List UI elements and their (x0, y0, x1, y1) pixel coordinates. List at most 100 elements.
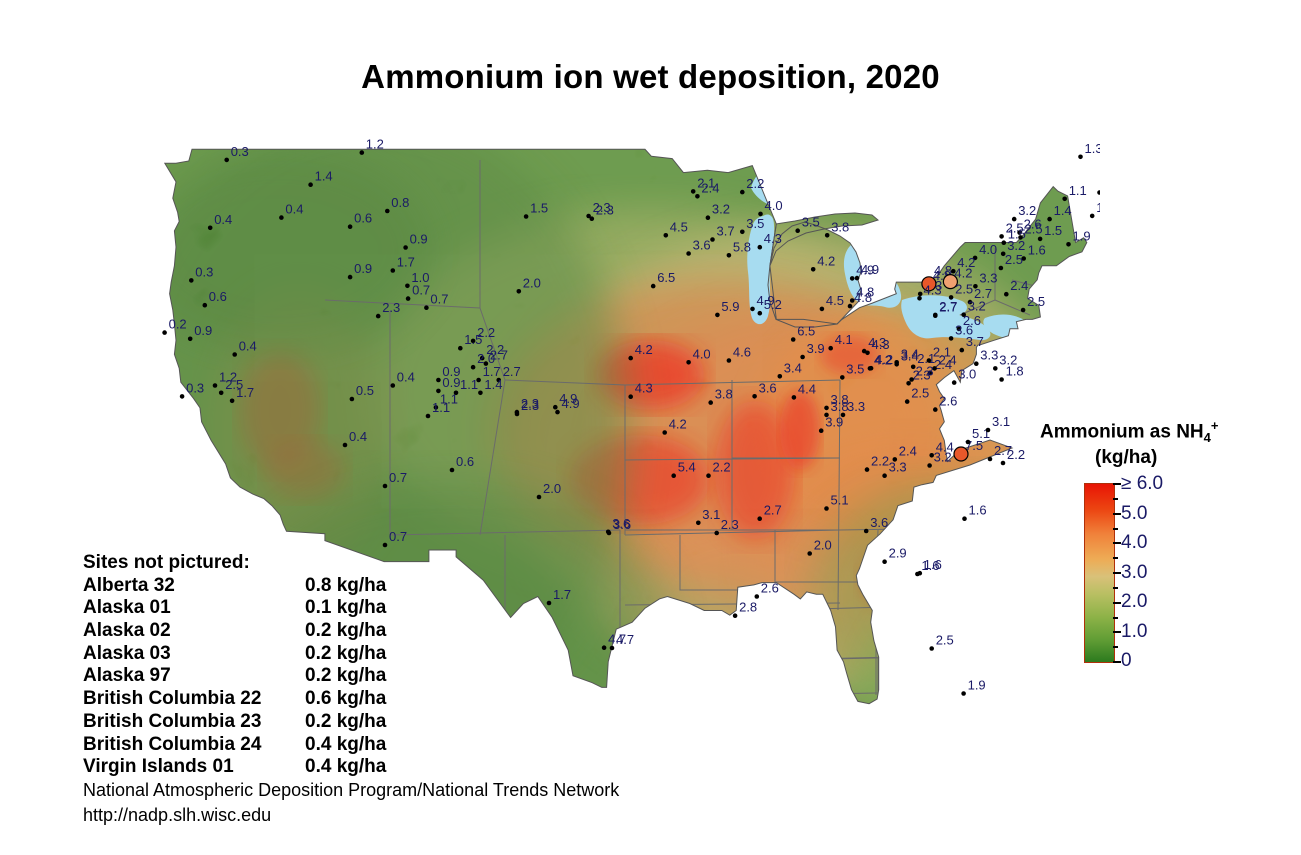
svg-text:2.5: 2.5 (1027, 294, 1045, 309)
svg-text:0.6: 0.6 (354, 211, 372, 226)
svg-text:4.7: 4.7 (616, 632, 634, 647)
svg-text:2.5: 2.5 (955, 281, 973, 296)
svg-text:3.3: 3.3 (847, 399, 865, 414)
svg-text:0.8: 0.8 (391, 195, 409, 210)
svg-text:0.7: 0.7 (389, 529, 407, 544)
svg-text:1.5: 1.5 (464, 332, 482, 347)
svg-text:3.4: 3.4 (784, 360, 802, 375)
svg-text:3.5: 3.5 (846, 361, 864, 376)
svg-text:4.9: 4.9 (559, 391, 577, 406)
svg-text:3.6: 3.6 (759, 380, 777, 395)
svg-text:0.3: 0.3 (195, 264, 213, 279)
svg-text:0.2: 0.2 (169, 317, 187, 332)
svg-text:0.9: 0.9 (442, 375, 460, 390)
svg-text:1.1: 1.1 (460, 377, 478, 392)
svg-text:3.8: 3.8 (831, 219, 849, 234)
svg-text:3.5: 3.5 (802, 215, 820, 230)
svg-text:1.4: 1.4 (315, 169, 333, 184)
svg-text:0.4: 0.4 (285, 202, 303, 217)
svg-text:4.5: 4.5 (826, 293, 844, 308)
svg-text:3.6: 3.6 (870, 515, 888, 530)
svg-text:1.1: 1.1 (1069, 183, 1087, 198)
svg-text:4.3: 4.3 (924, 282, 942, 297)
svg-text:4.1: 4.1 (835, 332, 853, 347)
svg-text:0.9: 0.9 (410, 232, 428, 247)
svg-text:4.9: 4.9 (856, 262, 874, 277)
svg-text:4.2: 4.2 (874, 352, 892, 367)
svg-text:3.9: 3.9 (807, 341, 825, 356)
svg-text:4.0: 4.0 (765, 198, 783, 213)
svg-text:1.2: 1.2 (366, 137, 384, 152)
svg-text:1.7: 1.7 (236, 385, 254, 400)
svg-text:2.4: 2.4 (899, 443, 917, 458)
svg-text:2.6: 2.6 (761, 581, 779, 596)
svg-text:1.8: 1.8 (1006, 364, 1024, 379)
svg-text:2.4: 2.4 (1010, 278, 1028, 293)
svg-text:6.5: 6.5 (797, 324, 815, 339)
svg-text:1.1: 1.1 (432, 400, 450, 415)
svg-text:5.8: 5.8 (733, 239, 751, 254)
svg-text:0.3: 0.3 (186, 380, 204, 395)
svg-text:3.3: 3.3 (980, 348, 998, 363)
svg-text:2.9: 2.9 (889, 546, 907, 561)
svg-text:2.3: 2.3 (521, 398, 539, 413)
svg-text:3.0: 3.0 (958, 367, 976, 382)
svg-text:3.3: 3.3 (979, 270, 997, 285)
svg-text:1.4: 1.4 (1054, 203, 1072, 218)
svg-text:2.5: 2.5 (1025, 221, 1043, 236)
svg-text:2.2: 2.2 (1007, 447, 1025, 462)
svg-text:4.3: 4.3 (635, 381, 653, 396)
svg-text:4.0: 4.0 (693, 346, 711, 361)
svg-text:4.0: 4.0 (979, 242, 997, 257)
svg-text:3.2: 3.2 (1007, 238, 1025, 253)
svg-text:0.7: 0.7 (430, 292, 448, 307)
svg-text:0.7: 0.7 (389, 470, 407, 485)
svg-text:0.4: 0.4 (397, 370, 415, 385)
svg-text:3.5: 3.5 (746, 216, 764, 231)
svg-text:2.7: 2.7 (939, 300, 957, 315)
svg-text:0.5: 0.5 (356, 383, 374, 398)
svg-text:4.3: 4.3 (764, 231, 782, 246)
svg-text:1.2: 1.2 (1096, 200, 1100, 215)
svg-text:6.5: 6.5 (657, 270, 675, 285)
svg-text:3.2: 3.2 (968, 299, 986, 314)
svg-text:3.8: 3.8 (831, 399, 849, 414)
svg-text:5.4: 5.4 (678, 460, 696, 475)
svg-text:2.4: 2.4 (939, 352, 957, 367)
svg-text:3.2: 3.2 (934, 450, 952, 465)
svg-text:4.2: 4.2 (635, 342, 653, 357)
svg-text:2.0: 2.0 (523, 275, 541, 290)
svg-text:3.7: 3.7 (717, 224, 735, 239)
svg-text:1.3: 1.3 (1085, 141, 1101, 156)
svg-text:1.9: 1.9 (968, 678, 986, 693)
svg-text:4.4: 4.4 (798, 381, 816, 396)
svg-text:2.7: 2.7 (764, 503, 782, 518)
svg-text:2.0: 2.0 (543, 481, 561, 496)
svg-text:2.4: 2.4 (701, 180, 719, 195)
svg-text:4.8: 4.8 (856, 285, 874, 300)
svg-text:4.3: 4.3 (868, 335, 886, 350)
svg-text:2.3: 2.3 (593, 200, 611, 215)
svg-text:3.2: 3.2 (712, 202, 730, 217)
svg-text:0.9: 0.9 (194, 323, 212, 338)
svg-text:3.1: 3.1 (992, 414, 1010, 429)
svg-text:0.4: 0.4 (214, 212, 232, 227)
svg-text:4.2: 4.2 (669, 417, 687, 432)
svg-text:2.7: 2.7 (503, 364, 521, 379)
svg-text:5.1: 5.1 (831, 493, 849, 508)
svg-text:2.3: 2.3 (916, 364, 934, 379)
svg-text:0.6: 0.6 (209, 289, 227, 304)
svg-text:3.6: 3.6 (693, 238, 711, 253)
svg-text:2.2: 2.2 (713, 460, 731, 475)
svg-text:2.5: 2.5 (911, 386, 929, 401)
svg-text:2.0: 2.0 (814, 538, 832, 553)
svg-text:1.5: 1.5 (1044, 223, 1062, 238)
svg-text:3.1: 3.1 (702, 507, 720, 522)
svg-text:4.2: 4.2 (817, 253, 835, 268)
svg-text:1.6: 1.6 (924, 557, 942, 572)
svg-text:0.4: 0.4 (239, 339, 257, 354)
svg-text:1.9: 1.9 (1073, 228, 1091, 243)
svg-text:3.6: 3.6 (613, 517, 631, 532)
svg-text:0.3: 0.3 (231, 144, 249, 159)
svg-text:3.8: 3.8 (715, 387, 733, 402)
